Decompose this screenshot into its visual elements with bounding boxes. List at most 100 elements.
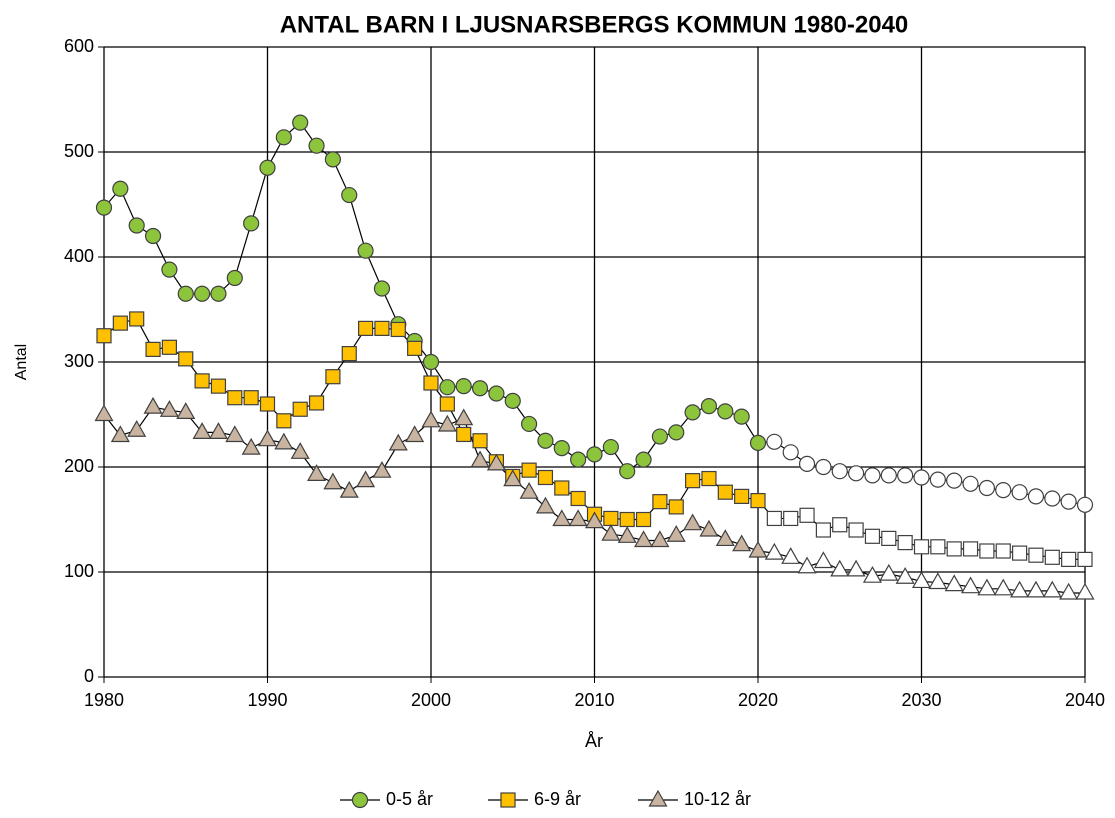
marker [749, 434, 767, 451]
marker [324, 151, 341, 168]
marker [373, 280, 391, 297]
marker [339, 480, 359, 498]
marker [929, 471, 946, 488]
marker [537, 469, 554, 486]
marker [568, 509, 588, 527]
marker [323, 472, 343, 490]
marker [798, 455, 816, 472]
marker [177, 285, 194, 302]
marker [1059, 582, 1079, 600]
marker [586, 446, 603, 463]
marker [292, 114, 309, 131]
marker [635, 511, 652, 528]
marker [748, 540, 768, 558]
marker [439, 396, 455, 412]
marker [94, 404, 114, 422]
marker [274, 432, 294, 450]
legend-marker [351, 791, 369, 809]
marker [635, 451, 652, 468]
marker [422, 353, 440, 371]
marker [783, 510, 799, 527]
marker [634, 530, 654, 548]
x-tick-label: 2040 [1065, 690, 1105, 710]
y-tick-label: 0 [84, 666, 94, 686]
marker [161, 339, 177, 355]
legend-marker [648, 789, 668, 807]
marker [1076, 496, 1094, 513]
marker [1077, 551, 1093, 568]
marker [356, 470, 376, 488]
marker [766, 433, 783, 450]
marker [357, 242, 374, 259]
x-tick-label: 2000 [411, 690, 451, 710]
marker [341, 346, 357, 362]
legend-label: 10-12 år [684, 789, 751, 809]
marker [911, 571, 932, 589]
marker [1028, 547, 1044, 563]
marker [112, 315, 128, 331]
marker [895, 567, 915, 584]
marker [897, 467, 914, 484]
marker [520, 415, 538, 433]
marker [782, 444, 799, 461]
marker [308, 137, 325, 154]
x-axis-label: År [585, 731, 603, 751]
marker [437, 414, 457, 432]
marker [325, 369, 341, 385]
marker [928, 572, 948, 590]
marker [602, 438, 619, 456]
marker [946, 472, 963, 489]
marker [619, 463, 636, 480]
y-axis-label: Antal [13, 344, 30, 380]
marker [830, 559, 850, 577]
legend-label: 0-5 år [386, 789, 433, 809]
marker [619, 511, 635, 528]
marker [374, 320, 390, 336]
marker [290, 442, 310, 459]
marker [930, 539, 946, 555]
marker [225, 425, 245, 443]
y-tick-label: 200 [64, 456, 94, 476]
marker [1044, 549, 1060, 565]
marker [815, 522, 832, 538]
marker [832, 517, 848, 533]
marker [537, 432, 554, 449]
marker [570, 490, 586, 507]
marker [535, 496, 555, 514]
marker [733, 408, 750, 425]
marker [161, 261, 178, 278]
marker [584, 511, 605, 529]
y-tick-label: 100 [64, 561, 94, 581]
marker [439, 379, 456, 396]
marker [570, 451, 587, 468]
marker [666, 525, 686, 542]
marker [734, 488, 750, 504]
marker [176, 402, 196, 419]
marker [210, 378, 227, 394]
marker [243, 390, 259, 406]
x-tick-label: 1990 [247, 690, 287, 710]
marker [226, 269, 243, 287]
marker [128, 217, 145, 234]
marker [521, 462, 537, 478]
marker [1026, 580, 1046, 598]
marker [456, 426, 472, 443]
marker [766, 510, 782, 527]
marker [1010, 580, 1030, 598]
marker [995, 543, 1011, 559]
marker [178, 351, 194, 367]
marker [815, 458, 832, 476]
chart-title: ANTAL BARN I LJUSNARSBERGS KOMMUN 1980-2… [280, 11, 909, 38]
marker [372, 460, 392, 478]
marker [275, 129, 292, 146]
marker [750, 493, 766, 509]
marker [717, 484, 733, 500]
marker [259, 159, 276, 176]
marker [241, 437, 261, 455]
legend-marker [500, 792, 516, 808]
marker [1075, 582, 1095, 600]
marker [112, 180, 129, 197]
marker [257, 429, 278, 447]
marker [1011, 484, 1028, 501]
marker [684, 473, 701, 489]
